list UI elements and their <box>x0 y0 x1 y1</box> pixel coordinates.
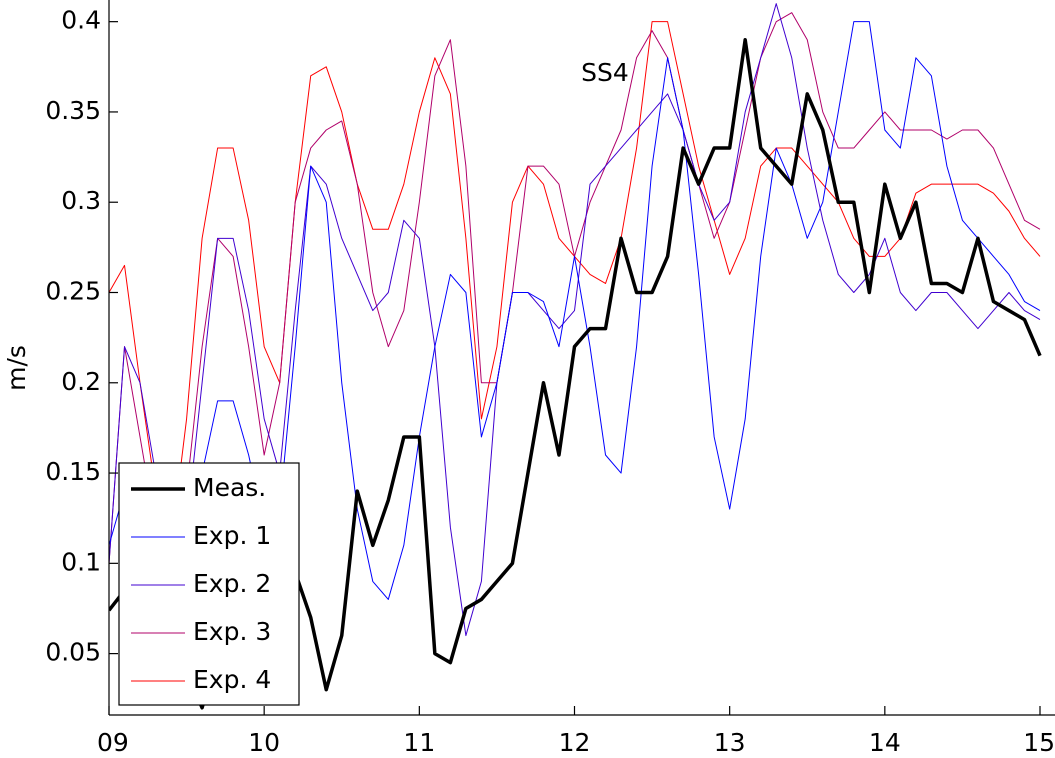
y-tick-label: 0.15 <box>45 457 101 486</box>
y-tick-label: 0.4 <box>61 6 101 35</box>
x-tick-label: 10 <box>248 728 280 757</box>
y-axis-label: m/s <box>2 345 31 391</box>
y-tick-label: 0.25 <box>45 277 101 306</box>
legend-label: Exp. 2 <box>193 569 271 598</box>
legend-label: Meas. <box>193 473 266 502</box>
legend-box <box>118 462 300 706</box>
annotation: SS4 <box>581 58 629 87</box>
y-tick-label: 0.3 <box>61 186 101 215</box>
legend-label: Exp. 3 <box>193 617 271 646</box>
series-line <box>109 3 1041 637</box>
x-tick-label: 09 <box>97 728 129 757</box>
x-tick-label: 11 <box>403 728 435 757</box>
x-tick-label: 15 <box>1023 728 1055 757</box>
legend: Meas. Exp. 1 Exp. 2 Exp. 3 Exp. 4 <box>118 462 300 706</box>
legend-label: Exp. 4 <box>193 665 271 694</box>
y-tick-label: 0.1 <box>61 547 101 576</box>
y-tick-label: 0.2 <box>61 367 101 396</box>
y-tick-label: 0.35 <box>45 96 101 125</box>
x-tick-label: 13 <box>714 728 746 757</box>
y-tick-label: 0.05 <box>45 638 101 667</box>
legend-label: Exp. 1 <box>193 521 271 550</box>
x-tick-label: 12 <box>559 728 591 757</box>
x-tick-label: 14 <box>869 728 901 757</box>
